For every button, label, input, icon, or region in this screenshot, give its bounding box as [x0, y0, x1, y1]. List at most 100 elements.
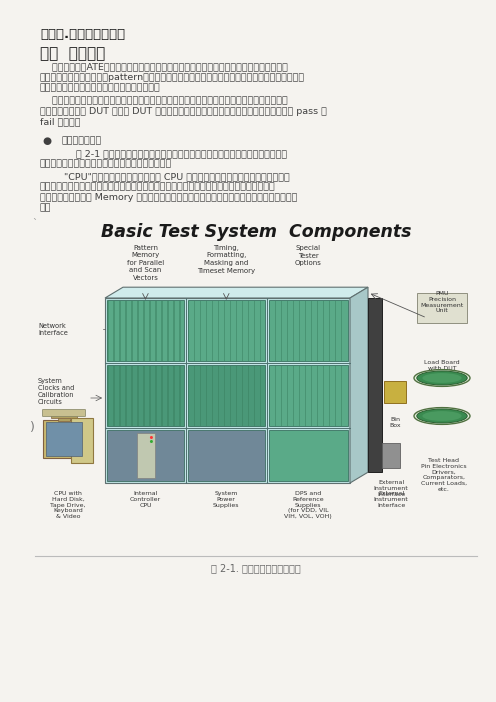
Bar — [188, 365, 265, 425]
Bar — [105, 298, 350, 483]
Text: "CPU"是系统的控制中心，这里的 CPU 不同于电脑中的中央处理器，它由控制测: "CPU"是系统的控制中心，这里的 CPU 不同于电脑中的中央处理器，它由控制测 — [40, 172, 290, 181]
Bar — [299, 301, 300, 361]
Bar — [305, 301, 306, 361]
Text: External
Instrument
Interface: External Instrument Interface — [373, 491, 408, 508]
Bar — [173, 301, 175, 361]
Bar — [161, 366, 163, 425]
Bar — [317, 301, 318, 361]
Text: 测试系统硬件由运行一组指令（测试程序）的计算机控制。在测试时提供合适的电压、电流、: 测试系统硬件由运行一组指令（测试程序）的计算机控制。在测试时提供合适的电压、电流… — [40, 96, 288, 105]
Bar — [200, 301, 201, 361]
Bar — [269, 430, 348, 481]
Text: ): ) — [30, 421, 35, 435]
Bar — [200, 366, 201, 425]
Text: Internal
Controller
CPU: Internal Controller CPU — [130, 491, 161, 508]
Bar — [305, 366, 306, 425]
Bar — [125, 366, 126, 425]
Text: Pattern
Memory
for Parallel
and Scan
Vectors: Pattern Memory for Parallel and Scan Vec… — [127, 245, 164, 281]
FancyBboxPatch shape — [43, 409, 85, 416]
Text: 三．  测试系统: 三． 测试系统 — [40, 46, 105, 61]
Bar — [161, 301, 163, 361]
Bar — [329, 301, 330, 361]
Bar — [242, 366, 244, 425]
Circle shape — [150, 436, 153, 439]
Text: `: ` — [32, 219, 37, 229]
Bar — [275, 366, 276, 425]
Bar — [310, 366, 312, 425]
Bar — [51, 414, 77, 418]
Bar — [368, 298, 382, 472]
Text: Load Board
with DUT: Load Board with DUT — [424, 360, 460, 371]
Bar — [137, 366, 138, 425]
Bar — [119, 366, 121, 425]
Text: Test Head
Pin Electronics
Drivers,
Comparators,
Current Loads,
etc.: Test Head Pin Electronics Drivers, Compa… — [421, 458, 467, 492]
Text: CPU with
Hard Disk,
Tape Drive,
Keyboard
& Video: CPU with Hard Disk, Tape Drive, Keyboard… — [50, 491, 86, 519]
Bar — [275, 301, 276, 361]
Bar — [167, 301, 169, 361]
Bar — [107, 300, 184, 361]
Bar — [173, 366, 175, 425]
Bar — [299, 366, 300, 425]
Bar — [119, 301, 121, 361]
Bar — [107, 430, 184, 481]
Bar — [287, 301, 288, 361]
Bar — [281, 301, 282, 361]
Bar — [167, 366, 169, 425]
Bar — [71, 418, 93, 463]
Bar — [143, 366, 144, 425]
Bar — [179, 301, 181, 361]
Bar — [125, 301, 126, 361]
Bar — [248, 366, 249, 425]
Ellipse shape — [414, 369, 470, 386]
Bar — [46, 422, 82, 456]
Text: System
Clocks and
Calibration
Circuits: System Clocks and Calibration Circuits — [38, 378, 74, 405]
Bar — [382, 443, 400, 468]
Bar — [194, 366, 195, 425]
Bar — [188, 301, 189, 361]
Bar — [384, 381, 406, 403]
Bar — [236, 366, 238, 425]
Text: Basic Test System  Components: Basic Test System Components — [101, 223, 411, 241]
Bar — [107, 366, 109, 425]
Text: PMU
Precision
Measurement
Unit: PMU Precision Measurement Unit — [421, 291, 464, 313]
Bar — [260, 301, 261, 361]
Bar — [341, 366, 342, 425]
Bar — [143, 301, 144, 361]
Bar — [206, 366, 207, 425]
Text: 时序和功能状态给 DUT 并监测 DUT 的响应。对比每次测试的结果和预先设定的界限，做出 pass 或: 时序和功能状态给 DUT 并监测 DUT 的响应。对比每次测试的结果和预先设定的… — [40, 107, 327, 116]
Text: 口。: 口。 — [40, 204, 52, 213]
Bar — [281, 366, 282, 425]
Bar — [254, 366, 255, 425]
Bar — [218, 366, 219, 425]
Bar — [137, 301, 138, 361]
Bar — [224, 301, 225, 361]
Bar — [310, 301, 312, 361]
Bar — [323, 366, 324, 425]
Bar — [149, 366, 150, 425]
Bar — [188, 366, 189, 425]
Text: fail 的判断。: fail 的判断。 — [40, 117, 80, 126]
Ellipse shape — [423, 373, 462, 383]
Text: ●: ● — [42, 136, 51, 146]
Bar — [137, 432, 155, 478]
Bar — [236, 301, 238, 361]
Bar — [188, 300, 265, 361]
Text: 图 2-1. 通用测试系统内部结构: 图 2-1. 通用测试系统内部结构 — [211, 563, 301, 573]
Ellipse shape — [414, 408, 470, 425]
Text: 测试系统称为ATE，由电子电路和机械硬件组成，是由同一个主控制器指挥下的电源、计量: 测试系统称为ATE，由电子电路和机械硬件组成，是由同一个主控制器指挥下的电源、计… — [40, 62, 288, 71]
Bar — [335, 366, 336, 425]
Bar — [335, 301, 336, 361]
Text: System
Power
Supplies: System Power Supplies — [213, 491, 240, 508]
Bar — [188, 430, 265, 481]
Text: 第二章.半导体测试基础: 第二章.半导体测试基础 — [40, 28, 125, 41]
Bar — [206, 301, 207, 361]
Bar — [58, 413, 70, 421]
Bar — [317, 366, 318, 425]
Bar — [212, 366, 213, 425]
Polygon shape — [105, 287, 368, 298]
Bar — [107, 365, 184, 425]
Text: Bin
Box: Bin Box — [389, 417, 401, 428]
Polygon shape — [350, 287, 368, 483]
Text: Network
Interface: Network Interface — [38, 323, 68, 336]
Text: 图 2-1 显示所有数字测试系统都含有的基本模块。虽然很多新的测试系统包含了: 图 2-1 显示所有数字测试系统都含有的基本模块。虽然很多新的测试系统包含了 — [40, 149, 287, 158]
Bar — [131, 366, 132, 425]
